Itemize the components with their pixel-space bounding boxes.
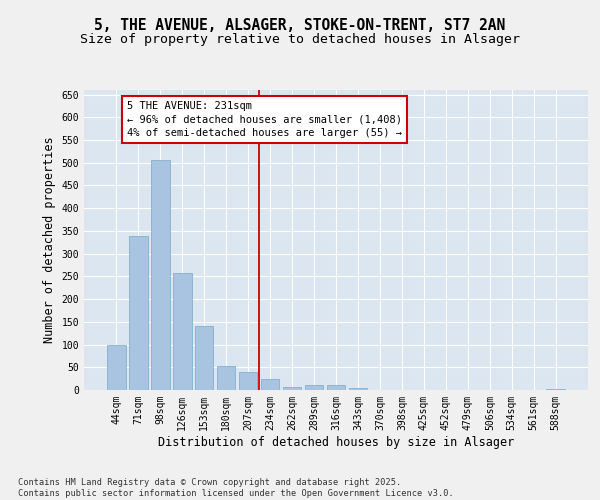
Text: 5 THE AVENUE: 231sqm
← 96% of detached houses are smaller (1,408)
4% of semi-det: 5 THE AVENUE: 231sqm ← 96% of detached h… bbox=[127, 102, 402, 138]
Bar bbox=[239, 372, 257, 390]
Bar bbox=[305, 386, 323, 390]
Bar bbox=[151, 160, 170, 390]
Text: Contains HM Land Registry data © Crown copyright and database right 2025.
Contai: Contains HM Land Registry data © Crown c… bbox=[18, 478, 454, 498]
Bar bbox=[547, 388, 565, 390]
Text: Size of property relative to detached houses in Alsager: Size of property relative to detached ho… bbox=[80, 32, 520, 46]
Bar bbox=[129, 236, 148, 390]
Bar bbox=[107, 344, 125, 390]
Bar bbox=[173, 273, 191, 390]
Y-axis label: Number of detached properties: Number of detached properties bbox=[43, 136, 56, 344]
Bar bbox=[326, 385, 346, 390]
Bar bbox=[217, 366, 235, 390]
Bar bbox=[195, 326, 214, 390]
Bar bbox=[349, 388, 367, 390]
X-axis label: Distribution of detached houses by size in Alsager: Distribution of detached houses by size … bbox=[158, 436, 514, 448]
Bar bbox=[261, 379, 280, 390]
Bar bbox=[283, 387, 301, 390]
Text: 5, THE AVENUE, ALSAGER, STOKE-ON-TRENT, ST7 2AN: 5, THE AVENUE, ALSAGER, STOKE-ON-TRENT, … bbox=[94, 18, 506, 32]
